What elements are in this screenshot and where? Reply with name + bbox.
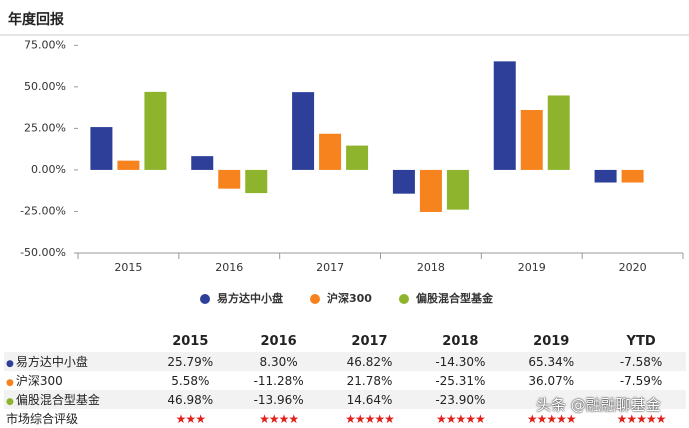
- rating-cell: ★★★: [175, 411, 206, 426]
- y-tick-label: 50.00%: [24, 80, 66, 93]
- bar: [547, 95, 570, 170]
- bar: [419, 169, 442, 212]
- table-cell: -14.30%: [414, 352, 507, 371]
- bar: [493, 61, 516, 170]
- bar: [292, 92, 315, 170]
- row-label: 易方达中小盘: [15, 355, 88, 369]
- chart-title: 年度回报: [8, 11, 64, 28]
- table-cell: 21.78%: [346, 373, 393, 388]
- row-label-cell: ● 偏股混合型基金: [4, 390, 148, 409]
- bar: [218, 169, 241, 189]
- table-cell: -7.58%: [596, 352, 686, 371]
- header-cell: 2015: [172, 333, 209, 349]
- y-tick-label: -25.00%: [20, 204, 66, 217]
- row-bullet: ●: [6, 397, 14, 407]
- bar: [144, 91, 167, 170]
- table-row: 市场综合评级 ★★★ ★★★★ ★★★★★ ★★★★★ ★★★★★ ★★★★★: [4, 409, 686, 428]
- bar: [346, 145, 369, 170]
- row-label-cell: ● 沪深300: [4, 371, 148, 390]
- x-tick-label: 2018: [417, 261, 445, 274]
- legend-label: 偏股混合型基金: [416, 291, 494, 305]
- legend-marker: [398, 294, 409, 304]
- bar: [520, 109, 543, 170]
- y-tick-label: 25.00%: [24, 121, 66, 134]
- row-bullet: ●: [6, 359, 14, 369]
- rating-cell: ★★★★★: [435, 411, 486, 426]
- bar: [621, 169, 644, 183]
- table-row: ● 沪深300 5.58% -11.28% 21.78% -25.31% 36.07% -7.…: [4, 371, 686, 390]
- data-table: 2015 2016 2017 2018 2019 YTD ● 易方达中小盘 25.79% 8.30…: [4, 330, 686, 428]
- row-label-cell: 市场综合评级: [4, 409, 148, 428]
- rating-cell: ★★★★★: [345, 411, 395, 426]
- rating-cell: ★★★★★: [616, 411, 667, 426]
- bar: [392, 169, 415, 194]
- table-cell: -25.31%: [435, 373, 486, 388]
- bar: [594, 169, 617, 183]
- table-cell: 65.34%: [506, 352, 597, 371]
- bar: [446, 169, 469, 210]
- table-cell: 8.30%: [232, 352, 325, 371]
- chart: 年度回报 -50.00% -25.00% 0.00% 25.00% 50.00% 75.0…: [0, 11, 689, 305]
- rating-cell: ★★★★★: [526, 411, 577, 426]
- table-cell: 14.64%: [324, 390, 415, 409]
- bar: [117, 160, 140, 170]
- row-label: 沪深300: [15, 374, 63, 388]
- table-cell: 5.58%: [171, 373, 210, 388]
- bar: [319, 133, 342, 170]
- row-label: 偏股混合型基金: [15, 393, 100, 407]
- corner-cell: [4, 330, 148, 352]
- y-tick-label: 0.00%: [31, 163, 66, 176]
- table-row: ● 易方达中小盘 25.79% 8.30% 46.82% -14.30% 65.34% -7.…: [4, 352, 686, 371]
- table-cell: 46.98%: [148, 390, 233, 409]
- header-cell: 2016: [260, 333, 297, 349]
- header-cell: 2019: [533, 333, 570, 349]
- table-row: ● 偏股混合型基金 46.98% -13.96% 14.64% -23.90%: [4, 390, 686, 409]
- table-cell: [506, 390, 597, 409]
- header-cell: 2018: [442, 333, 479, 349]
- legend-label: 沪深300: [327, 291, 372, 305]
- table-cell: [596, 390, 686, 409]
- header-cell: 2017: [351, 333, 388, 349]
- legend-marker: [200, 294, 210, 304]
- table-cell: -7.59%: [619, 373, 663, 388]
- bar: [90, 127, 113, 170]
- row-label-cell: ● 易方达中小盘: [4, 352, 148, 371]
- x-tick-label: 2017: [316, 261, 344, 274]
- x-tick-label: 2016: [215, 261, 243, 274]
- x-tick-label: 2015: [114, 261, 142, 274]
- table-cell: -23.90%: [414, 390, 507, 409]
- x-tick-label: 2019: [518, 261, 546, 274]
- rating-cell: ★★★★: [259, 411, 299, 426]
- y-tick-label: -50.00%: [20, 246, 66, 259]
- table-cell: -11.28%: [253, 373, 304, 388]
- bar: [191, 156, 214, 170]
- bar: [245, 169, 268, 194]
- table-cell: 46.82%: [324, 352, 415, 371]
- legend-label: 易方达中小盘: [217, 291, 283, 305]
- header-row: 2015 2016 2017 2018 2019 YTD: [4, 330, 686, 352]
- x-tick-label: 2020: [619, 261, 647, 274]
- row-label: 市场综合评级: [6, 412, 79, 426]
- table-cell: -13.96%: [232, 390, 325, 409]
- table-cell: 25.79%: [148, 352, 233, 371]
- row-bullet: ●: [6, 378, 14, 388]
- watermark: 头条 @融融聊基金: [536, 396, 661, 414]
- y-tick-label: 75.00%: [24, 38, 66, 51]
- legend-marker: [310, 294, 320, 304]
- table-cell: 36.07%: [528, 373, 575, 388]
- header-cell: YTD: [626, 333, 656, 349]
